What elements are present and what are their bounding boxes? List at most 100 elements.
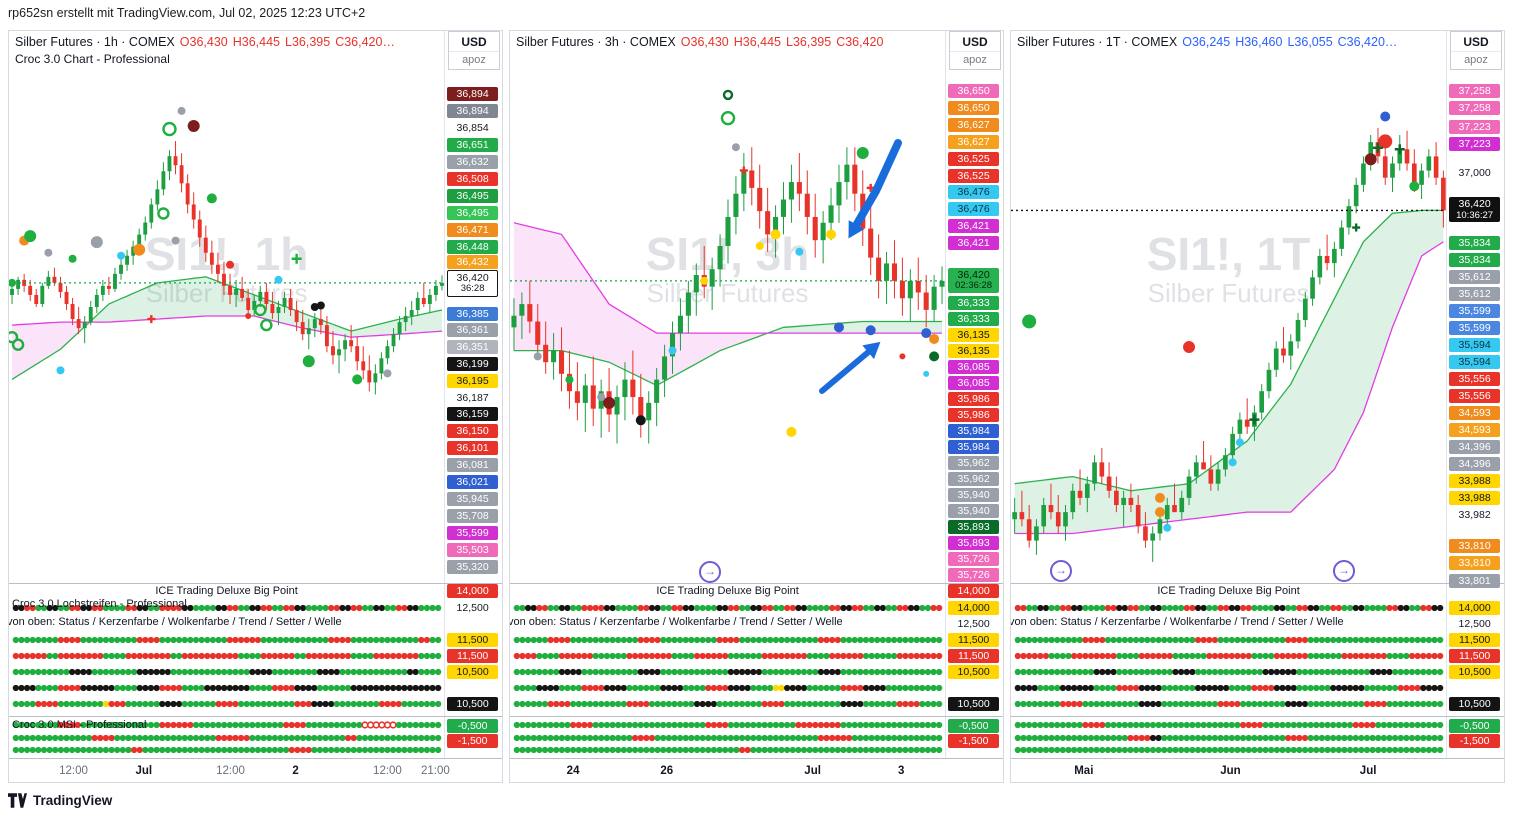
price-scale-unit: USD apoz: [448, 31, 500, 70]
indicator-price-label: 12,500: [957, 618, 990, 630]
price-label: 37,223: [1449, 137, 1501, 152]
msi-plot[interactable]: Croc 3.0 MSI - Professional: [9, 717, 444, 758]
tradingview-logo-icon: [8, 793, 27, 808]
drawn-arrow[interactable]: [848, 139, 902, 239]
tradingview-attribution[interactable]: TradingView: [8, 792, 112, 809]
indicator-msi: -0,500 -1,500: [1011, 716, 1504, 758]
watermark: SI1!, 1T Silber Futures: [1011, 229, 1446, 309]
price-label: 36,135: [948, 328, 1000, 343]
ohlc-value: L36,055: [1287, 35, 1333, 49]
price-label: 35,594: [1449, 338, 1501, 353]
indicator-title: ICE Trading Deluxe Big Point: [656, 585, 799, 597]
bigpoint-dot-rows: [12, 604, 442, 708]
price-label: 34,593: [1449, 406, 1501, 421]
symbol-name[interactable]: Silber Futures: [1017, 35, 1095, 49]
price-label: 37,223: [1449, 120, 1501, 135]
price-label: 36,476: [948, 185, 1000, 200]
bigpoint-plot[interactable]: ICE Trading Deluxe Big Point von oben: St…: [510, 584, 945, 716]
indicator-price-label: -1,500: [948, 734, 1000, 749]
price-label: 33,810: [1449, 539, 1501, 554]
chart-legend: Silber Futures · 1T · COMEX O36,245 H36,46…: [1017, 35, 1397, 49]
price-chart[interactable]: [510, 31, 946, 583]
time-label: 3: [898, 765, 905, 777]
price-label: 36,525: [948, 169, 1000, 184]
scroll-marker-icon[interactable]: →: [1050, 560, 1072, 582]
price-label: 33,988: [1449, 491, 1501, 506]
price-label: 36,085: [948, 376, 1000, 391]
price-label: 35,834: [1449, 236, 1501, 251]
indicator-price-label: 14,000: [948, 601, 1000, 616]
chart-panel-1T[interactable]: SI1!, 1T Silber Futures → → Silber Futures ·…: [1010, 30, 1505, 783]
currency-label: USD: [461, 35, 487, 49]
price-label: 36,894: [447, 104, 499, 119]
price-label: 37,258: [1449, 84, 1501, 99]
time-label: Jun: [1220, 765, 1241, 777]
price-label: 36,085: [948, 360, 1000, 375]
price-plot[interactable]: SI1!, 3h Silber Futures → Silber Futures · …: [510, 31, 946, 583]
price-scale[interactable]: USD apoz 36,894 36,894 36,854 36,651 36,632 36,…: [444, 31, 502, 583]
price-label: 36,854: [456, 122, 489, 134]
price-scale-unit: USD apoz: [949, 31, 1001, 70]
indicator-scale[interactable]: -0,500 -1,500: [444, 717, 502, 758]
indicator-price-label: 14,000: [948, 584, 1000, 599]
indicator-scale[interactable]: 14,000 12,500 11,500 11,500 10,500 10,500: [1446, 584, 1504, 716]
indicator-price-label: 11,500: [1449, 649, 1501, 664]
bigpoint-dot-rows: [513, 604, 943, 708]
price-label: 36,627: [948, 135, 1000, 150]
time-scale[interactable]: Mai Jun Jul: [1011, 758, 1504, 785]
indicator-left-label: Croc 3.0 Lochstreifen - Professional: [12, 598, 187, 610]
price-label: 36,650: [948, 84, 1000, 99]
price-label: 36,333: [948, 312, 1000, 327]
msi-dot-rows: [12, 721, 442, 754]
price-label: 35,962: [948, 456, 1000, 471]
price-chart[interactable]: [1011, 31, 1447, 583]
price-label: 36,525: [948, 152, 1000, 167]
price-label: 35,893: [948, 536, 1000, 551]
price-label: 35,893: [948, 520, 1000, 535]
bigpoint-plot[interactable]: ICE Trading Deluxe Big Point von oben: St…: [1011, 584, 1446, 716]
price-scale[interactable]: USD apoz 37,258 37,258 37,223 37,223 37,000 35,…: [1446, 31, 1504, 589]
indicator-price-label: 12,500: [456, 602, 489, 614]
indicator-price-label: 12,500: [1458, 618, 1491, 630]
price-plot[interactable]: SI1!, 1T Silber Futures → → Silber Futures ·…: [1011, 31, 1447, 583]
price-label: 33,982: [1458, 509, 1491, 521]
msi-plot[interactable]: [510, 717, 945, 758]
indicator-price-label: 10,500: [447, 665, 499, 680]
chart-panel-3h[interactable]: SI1!, 3h Silber Futures → Silber Futures · …: [509, 30, 1004, 783]
price-label: 36,651: [447, 138, 499, 153]
ichimoku-cloud: [1014, 209, 1444, 535]
price-label: 36,081: [447, 458, 499, 473]
watermark-symbol: SI1!, 1h: [144, 227, 309, 280]
scroll-marker-icon[interactable]: →: [699, 561, 721, 583]
time-scale[interactable]: 24 26 Jul 3: [510, 758, 1003, 785]
bigpoint-plot[interactable]: ICE Trading Deluxe Big Point Croc 3.0 Loc…: [9, 584, 444, 716]
time-scale[interactable]: 12:00 Jul 12:00 2 12:00 21:00: [9, 758, 502, 785]
scroll-marker-icon[interactable]: →: [1333, 560, 1355, 582]
ohlc-value: L36,395: [786, 35, 832, 49]
ohlc-value: O36,245: [1182, 35, 1231, 49]
signal-markers: [9, 106, 392, 385]
price-label: 35,503: [447, 543, 499, 558]
price-chart[interactable]: [9, 31, 445, 583]
symbol-name[interactable]: Silber Futures: [15, 35, 93, 49]
indicator-scale[interactable]: 14,000 12,500 11,500 11,500 10,500 10,500: [444, 584, 502, 716]
indicator-scale[interactable]: 14,000 14,000 12,500 11,500 11,500 10,500 10,5…: [945, 584, 1003, 716]
indicator-price-label: 10,500: [948, 665, 1000, 680]
msi-plot[interactable]: [1011, 717, 1446, 758]
time-label: Jul: [135, 765, 153, 777]
indicator-bigpoint: ICE Trading Deluxe Big Point von oben: St…: [510, 583, 1003, 716]
symbol-name[interactable]: Silber Futures: [516, 35, 594, 49]
ohlc-value: L36,395: [285, 35, 331, 49]
price-label: 36,199: [447, 357, 499, 372]
indicator-price-label: 11,500: [447, 649, 499, 664]
drawn-arrow[interactable]: [819, 341, 881, 394]
indicator-scale[interactable]: -0,500 -1,500: [945, 717, 1003, 758]
price-scale[interactable]: USD apoz 36,650 36,650 36,627 36,627 36,525 36,…: [945, 31, 1003, 583]
price-label: 35,612: [1449, 287, 1501, 302]
indicator-price-label: 14,000: [447, 584, 499, 599]
unit-label: apoz: [1451, 51, 1501, 69]
indicator-scale[interactable]: -0,500 -1,500: [1446, 717, 1504, 758]
